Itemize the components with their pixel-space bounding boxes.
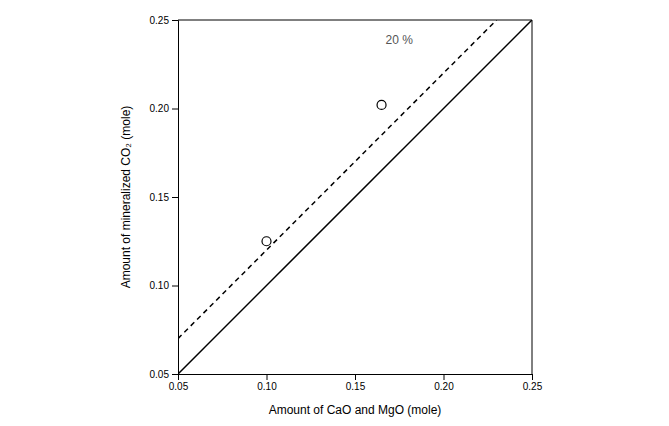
tick-mark xyxy=(172,374,178,375)
tick-label: 0.20 xyxy=(150,103,170,114)
tick-mark xyxy=(444,374,445,380)
tick-mark xyxy=(172,197,178,198)
tick-mark xyxy=(532,374,533,380)
tick-label: 0.10 xyxy=(150,280,170,291)
tick: 0.10 xyxy=(150,280,178,291)
tick-mark xyxy=(267,374,268,380)
x-axis-title: Amount of CaO and MgO (mole) xyxy=(269,403,442,417)
tick: 0.05 xyxy=(169,374,189,392)
axis-line xyxy=(179,375,533,381)
tick: 0.10 xyxy=(257,374,277,392)
axis-line xyxy=(172,21,179,375)
tick-mark xyxy=(172,20,178,21)
dashed-line xyxy=(178,20,497,339)
tick: 0.25 xyxy=(523,374,543,392)
tick: 0.20 xyxy=(434,374,454,392)
frame xyxy=(532,20,533,374)
tick: 0.20 xyxy=(150,103,178,114)
line xyxy=(178,20,532,374)
annotation: 20 % xyxy=(386,33,414,47)
point xyxy=(377,100,386,109)
tick-label: 0.20 xyxy=(434,381,454,392)
point xyxy=(262,237,271,246)
frame xyxy=(178,20,532,21)
tick: 0.25 xyxy=(150,15,178,26)
tick-label: 0.05 xyxy=(169,381,189,392)
tick-mark xyxy=(172,286,178,287)
tick-label: 0.05 xyxy=(150,369,170,380)
tick: 0.15 xyxy=(150,192,178,203)
tick-label: 0.10 xyxy=(257,381,277,392)
tick-label: 0.25 xyxy=(150,15,170,26)
x-axis: 0.05 0.10 0.15 0.20 0.25 xyxy=(169,374,543,392)
tick-mark xyxy=(172,109,178,110)
chart: 0.05 0.10 0.15 0.20 0.25 0.05 0.10 0.15 0.20 0.25… xyxy=(0,0,669,426)
tick: 0.15 xyxy=(346,374,366,392)
plot: 0.05 0.10 0.15 0.20 0.25 0.05 0.10 0.15 0.20 0.25… xyxy=(119,15,543,417)
tick-label: 0.15 xyxy=(150,192,170,203)
y-axis-title: Amount of mineralized CO₂ (mole) xyxy=(119,106,133,289)
tick: 0.05 xyxy=(150,369,178,380)
marks xyxy=(178,20,532,374)
tick-label: 0.15 xyxy=(346,381,366,392)
tick-mark xyxy=(355,374,356,380)
y-axis: 0.05 0.10 0.15 0.20 0.25 xyxy=(150,15,179,380)
tick-label: 0.25 xyxy=(523,381,543,392)
